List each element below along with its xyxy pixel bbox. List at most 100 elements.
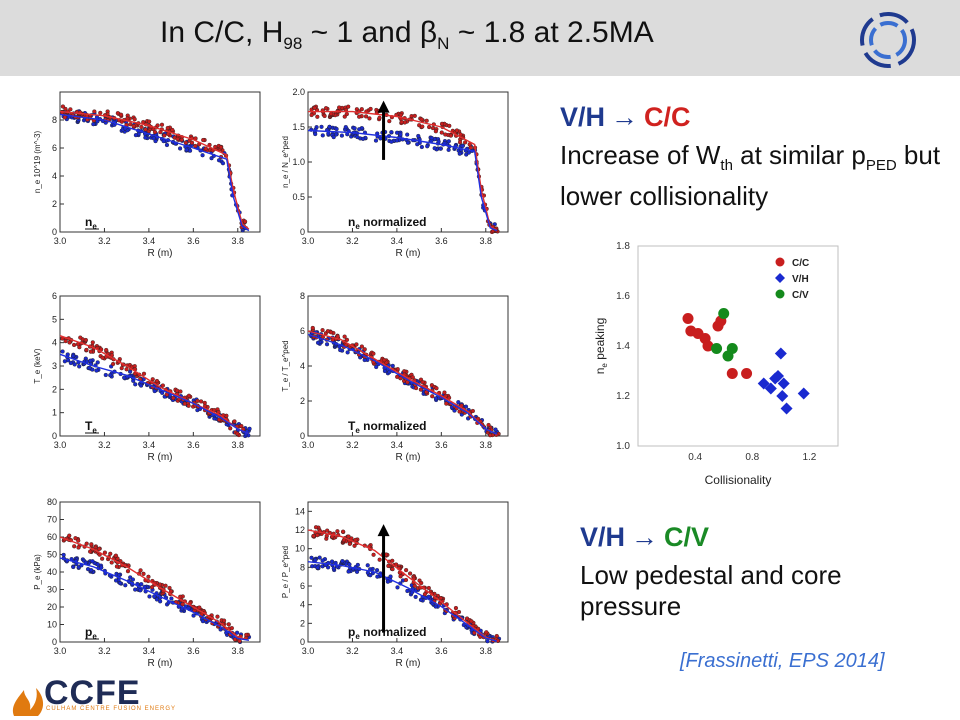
x-axis-label: Collisionality: [705, 473, 772, 487]
data-point: [407, 571, 413, 576]
x-tick-label: 3.4: [391, 440, 404, 450]
data-point: [200, 153, 205, 158]
y-axis-label: ne peaking: [593, 318, 609, 375]
data-point: [95, 562, 100, 567]
fit-line-red: [307, 529, 498, 642]
data-point: [405, 140, 411, 145]
data-point-vh: [772, 370, 784, 382]
x-tick-label: 3.2: [98, 646, 111, 656]
data-point: [394, 562, 399, 567]
ccfe-flame-icon: [12, 688, 44, 716]
data-point: [322, 113, 327, 119]
data-point: [352, 126, 357, 131]
data-point-vh: [774, 347, 787, 360]
data-point: [313, 131, 318, 137]
y-axis-label: n_e 10^19 (m^-3): [33, 131, 42, 194]
data-point: [436, 139, 441, 144]
data-point: [90, 340, 95, 345]
x-tick-label: 3.6: [435, 646, 448, 656]
y-tick-label: 4: [52, 338, 57, 348]
panel-pe-normalized: 3.0 3.2 3.4 3.6 3.8 0 2 4 6 8 10 12 14 R (m) P_e / P_e…: [278, 496, 518, 683]
data-point: [430, 126, 436, 131]
data-point: [395, 374, 400, 379]
data-point: [315, 565, 320, 570]
y-tick-label: 8: [300, 562, 305, 572]
data-point: [164, 142, 170, 148]
x-tick-label: 3.2: [346, 646, 359, 656]
data-point: [125, 569, 131, 574]
data-point: [239, 423, 244, 429]
data-point: [433, 604, 438, 609]
data-point: [177, 146, 183, 151]
data-point: [453, 605, 459, 611]
data-point: [346, 534, 351, 539]
data-point: [388, 574, 393, 579]
data-point: [133, 587, 138, 592]
data-point-vh: [776, 390, 789, 402]
data-point: [390, 567, 395, 572]
data-point: [398, 132, 403, 137]
data-point: [152, 388, 157, 394]
data-point: [195, 398, 200, 404]
data-point: [485, 639, 490, 644]
data-point: [154, 597, 160, 602]
data-point: [235, 431, 240, 436]
data-point: [439, 121, 445, 126]
data-point: [187, 148, 193, 153]
data-point: [405, 588, 410, 594]
data-point: [433, 129, 438, 134]
legend-label: C/V: [792, 290, 809, 301]
data-point: [218, 145, 224, 150]
data-point: [371, 351, 376, 356]
data-point: [343, 124, 348, 130]
data-point: [198, 399, 204, 404]
data-point: [446, 139, 451, 144]
data-point: [456, 400, 461, 405]
panel-te: 3.0 3.2 3.4 3.6 3.8 0 1 2 3 4 5 6 R (m) T_e (keV) Te: [30, 290, 270, 477]
data-point: [420, 380, 425, 385]
section2-text: Low pedestal and core pressure: [580, 560, 842, 621]
data-point: [163, 583, 168, 588]
data-point: [104, 347, 109, 353]
data-point-cc: [726, 368, 738, 379]
data-point: [113, 553, 119, 558]
data-point: [92, 109, 97, 114]
x-tick-label: 3.2: [346, 440, 359, 450]
data-point: [469, 619, 474, 624]
legend-label: C/C: [792, 258, 809, 269]
data-point: [367, 116, 372, 121]
data-point: [183, 140, 188, 145]
data-point-cc: [741, 368, 753, 379]
data-point: [72, 544, 77, 549]
data-point: [154, 378, 160, 384]
data-point: [138, 568, 143, 573]
data-point: [180, 602, 185, 607]
x-tick-label: 3.8: [480, 646, 493, 656]
data-point: [426, 585, 431, 591]
data-point: [191, 613, 196, 618]
arrow-head-icon: [377, 100, 390, 113]
fit-line-red: [59, 536, 250, 641]
data-point: [377, 557, 382, 562]
x-tick-label: 3.0: [54, 236, 67, 246]
data-point: [414, 385, 419, 391]
data-point: [329, 111, 334, 116]
data-point-vh: [757, 377, 770, 390]
data-point: [247, 426, 252, 431]
x-tick-label: 3.8: [232, 646, 245, 656]
data-point: [83, 337, 88, 343]
data-point: [220, 161, 226, 166]
data-point: [454, 128, 460, 133]
data-point: [346, 569, 351, 574]
data-point: [412, 113, 417, 118]
data-point: [375, 574, 380, 579]
fit-line-red: [59, 110, 250, 230]
section1-heading: V/H → C/C: [560, 102, 691, 132]
data-point: [354, 342, 359, 347]
y-tick-label: 0: [52, 227, 57, 237]
series-red-points: [309, 104, 500, 235]
fit-line-blue: [307, 129, 498, 232]
fit-line-blue: [59, 353, 250, 435]
data-point: [448, 133, 453, 138]
data-point: [472, 630, 477, 635]
